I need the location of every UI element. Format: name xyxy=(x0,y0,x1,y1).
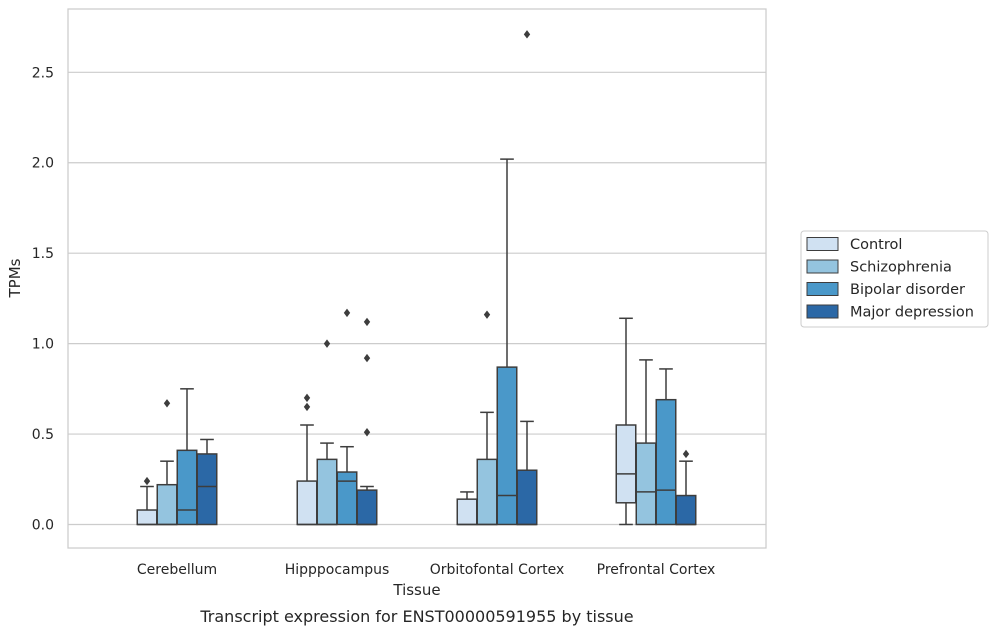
outlier-point xyxy=(363,428,371,437)
outlier-point xyxy=(303,393,311,403)
outlier-point xyxy=(323,339,331,348)
plot-frame xyxy=(67,8,767,549)
y-tick-label: 1.0 xyxy=(32,337,54,353)
box-schizophrenia xyxy=(316,339,338,526)
legend-swatch xyxy=(806,259,839,274)
legend-label: Control xyxy=(850,237,902,253)
box-iqr xyxy=(476,458,498,526)
legend-label: Major depression xyxy=(850,305,974,321)
y-tick-label: 2.0 xyxy=(32,156,54,172)
box-bipolar-disorder xyxy=(496,158,518,526)
y-tick-label: 0.5 xyxy=(32,427,54,443)
box-iqr xyxy=(615,424,637,504)
box-iqr xyxy=(136,509,158,526)
box-bipolar-disorder xyxy=(336,308,358,526)
outlier-point xyxy=(343,308,351,318)
x-tick-label: Orbitofontal Cortex xyxy=(430,562,565,578)
box-major-depression xyxy=(196,438,218,526)
x-tick-label: Prefrontal Cortex xyxy=(597,562,716,578)
outlier-point xyxy=(163,399,171,408)
x-tick-label: Hipppocampus xyxy=(285,562,390,578)
box-schizophrenia xyxy=(476,310,498,526)
outlier-point xyxy=(303,402,311,412)
legend-swatch xyxy=(806,282,839,296)
legend: Control Schizophrenia Bipolar disorder Majo… xyxy=(800,230,989,328)
box-major-depression xyxy=(675,449,697,526)
box-iqr xyxy=(316,458,338,526)
outlier-point xyxy=(363,353,371,363)
box-control xyxy=(136,476,158,526)
legend-frame xyxy=(800,230,989,328)
box-iqr xyxy=(336,471,358,526)
box-schizophrenia xyxy=(156,399,178,526)
box-iqr xyxy=(176,449,198,526)
outlier-point xyxy=(483,310,491,319)
box-control xyxy=(456,491,478,526)
box-bipolar-disorder xyxy=(176,388,198,526)
box-iqr xyxy=(496,366,518,526)
y-tick-label: 2.5 xyxy=(32,65,54,81)
x-tick-label: Cerebellum xyxy=(137,562,217,578)
chart-caption: Transcript expression for ENST0000059195… xyxy=(199,607,633,626)
y-tick-labels: 0.0 0.5 1.0 1.5 2.0 2.5 xyxy=(32,65,54,533)
box-schizophrenia xyxy=(635,359,657,526)
box-groups xyxy=(136,30,697,526)
outlier-point xyxy=(682,449,690,459)
legend-label: Bipolar disorder xyxy=(850,282,965,298)
x-tick-labels: Cerebellum Hipppocampus Orbitofontal Corte… xyxy=(137,562,715,578)
box-control xyxy=(296,393,318,526)
y-axis-label: TPMs xyxy=(6,258,24,298)
box-iqr xyxy=(456,498,478,526)
outlier-point xyxy=(143,476,151,486)
y-tick-label: 1.5 xyxy=(32,246,54,262)
box-iqr xyxy=(516,469,538,526)
box-control xyxy=(615,317,637,526)
legend-swatch xyxy=(806,304,839,319)
box-bipolar-disorder xyxy=(655,368,677,526)
box-iqr xyxy=(156,483,178,526)
outlier-point xyxy=(363,317,371,327)
x-axis-label: Tissue xyxy=(392,581,440,599)
y-tick-label: 0.0 xyxy=(32,517,54,533)
outlier-point xyxy=(523,30,531,39)
box-iqr xyxy=(635,442,657,526)
legend-label: Schizophrenia xyxy=(850,260,952,276)
box-iqr xyxy=(356,489,378,526)
box-iqr xyxy=(675,494,697,526)
box-iqr xyxy=(296,480,318,526)
box-major-depression xyxy=(356,317,378,526)
box-iqr xyxy=(196,453,218,526)
legend-swatch xyxy=(806,237,839,251)
box-iqr xyxy=(655,398,677,526)
box-major-depression xyxy=(516,30,538,526)
